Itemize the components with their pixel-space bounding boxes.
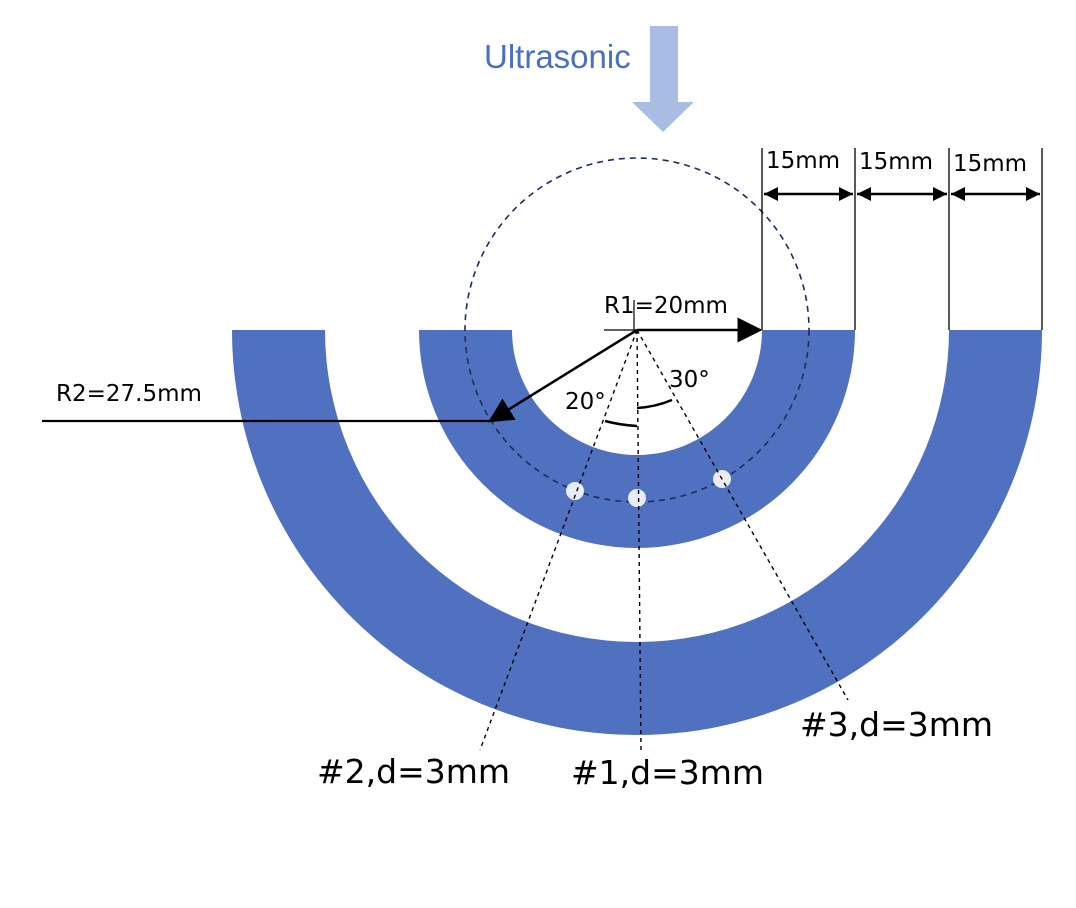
angle-label-left: 20° [565,389,606,415]
hole-2 [566,482,584,500]
radial-line-hole-1 [636,329,642,751]
width-label-2: 15mm [859,149,933,175]
r2-label: R2=27.5mm [56,381,202,407]
angle-label-right: 30° [669,367,710,393]
width-label-1: 15mm [766,148,840,174]
dashed-reference-circle [464,157,810,503]
ultrasonic-arrow-icon [632,26,694,132]
radial-line-hole-3 [636,329,849,701]
angle-arc-left [604,419,638,428]
dim-arrow-3 [951,187,1040,201]
outer-ring [232,330,1042,735]
hole-label-2: #2,d=3mm [317,752,510,791]
hole-label-3: #3,d=3mm [800,705,993,744]
radial-line-hole-2 [479,329,638,751]
hole-1 [628,489,646,507]
r1-label: R1=20mm [604,293,728,319]
dim-arrow-1 [764,187,853,201]
diagram-title: Ultrasonic [484,38,631,75]
angle-arc-right [636,398,673,410]
dim-arrow-2 [857,187,947,201]
inner-ring [419,330,855,548]
hole-label-1: #1,d=3mm [571,753,764,792]
r2-arrow [487,328,638,423]
width-label-3: 15mm [953,151,1027,177]
